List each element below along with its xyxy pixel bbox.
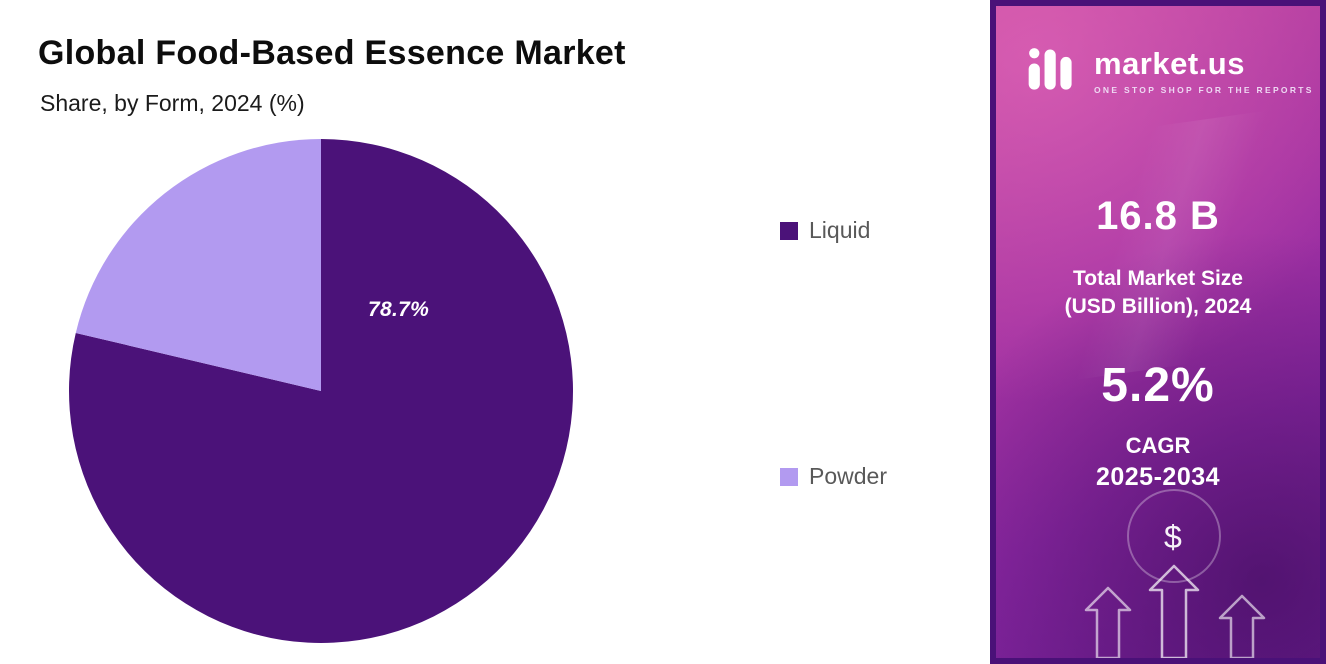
cagr-period: 2025-2034 bbox=[1095, 462, 1221, 491]
pie-slice-powder bbox=[75, 139, 321, 391]
legend-swatch-liquid bbox=[780, 221, 798, 240]
pulse-bars-icon bbox=[1028, 48, 1072, 90]
market-size-label: Total Market Size (USD Billion), 2024 bbox=[996, 265, 1320, 322]
logo-text: market.us ONE STOP SHOP FOR THE REPORTS bbox=[1094, 46, 1314, 95]
legend-label-powder: Powder bbox=[809, 463, 887, 489]
market-size-value: 16.8 B bbox=[1096, 194, 1220, 238]
marketus-logo: market.us ONE STOP SHOP FOR THE REPORTS bbox=[1022, 42, 1311, 98]
cagr-label: CAGR bbox=[1125, 432, 1191, 458]
cagr-value: 5.2% bbox=[1101, 358, 1215, 412]
pie-data-label: 78.7% bbox=[368, 298, 430, 321]
market-size-label-line1: Total Market Size bbox=[1073, 267, 1243, 290]
chart-subtitle: Share, by Form, 2024 (%) bbox=[40, 90, 305, 116]
legend-swatch-powder bbox=[780, 467, 798, 486]
market-size-label-line2: (USD Billion), 2024 bbox=[1064, 295, 1252, 319]
page-title: Global Food-Based Essence Market bbox=[38, 34, 626, 72]
brand-name: market.us bbox=[1094, 45, 1245, 81]
pie-chart-svg bbox=[69, 139, 574, 643]
brand-tagline: ONE STOP SHOP FOR THE REPORTS bbox=[1094, 84, 1314, 95]
growth-arrows-icon bbox=[1084, 489, 1266, 658]
legend-label-liquid: Liquid bbox=[809, 217, 871, 243]
brand-panel: market.us ONE STOP SHOP FOR THE REPORTS … bbox=[990, 0, 1326, 664]
chart-area: Global Food-Based Essence Market Share, … bbox=[38, 34, 887, 644]
pie-slice-liquid bbox=[69, 139, 574, 643]
dollar-icon: $ bbox=[1164, 519, 1182, 555]
legend-item-liquid: Liquid bbox=[780, 217, 870, 244]
pie-chart: 78.7% bbox=[68, 138, 574, 644]
legend-item-powder: Powder bbox=[780, 463, 887, 490]
